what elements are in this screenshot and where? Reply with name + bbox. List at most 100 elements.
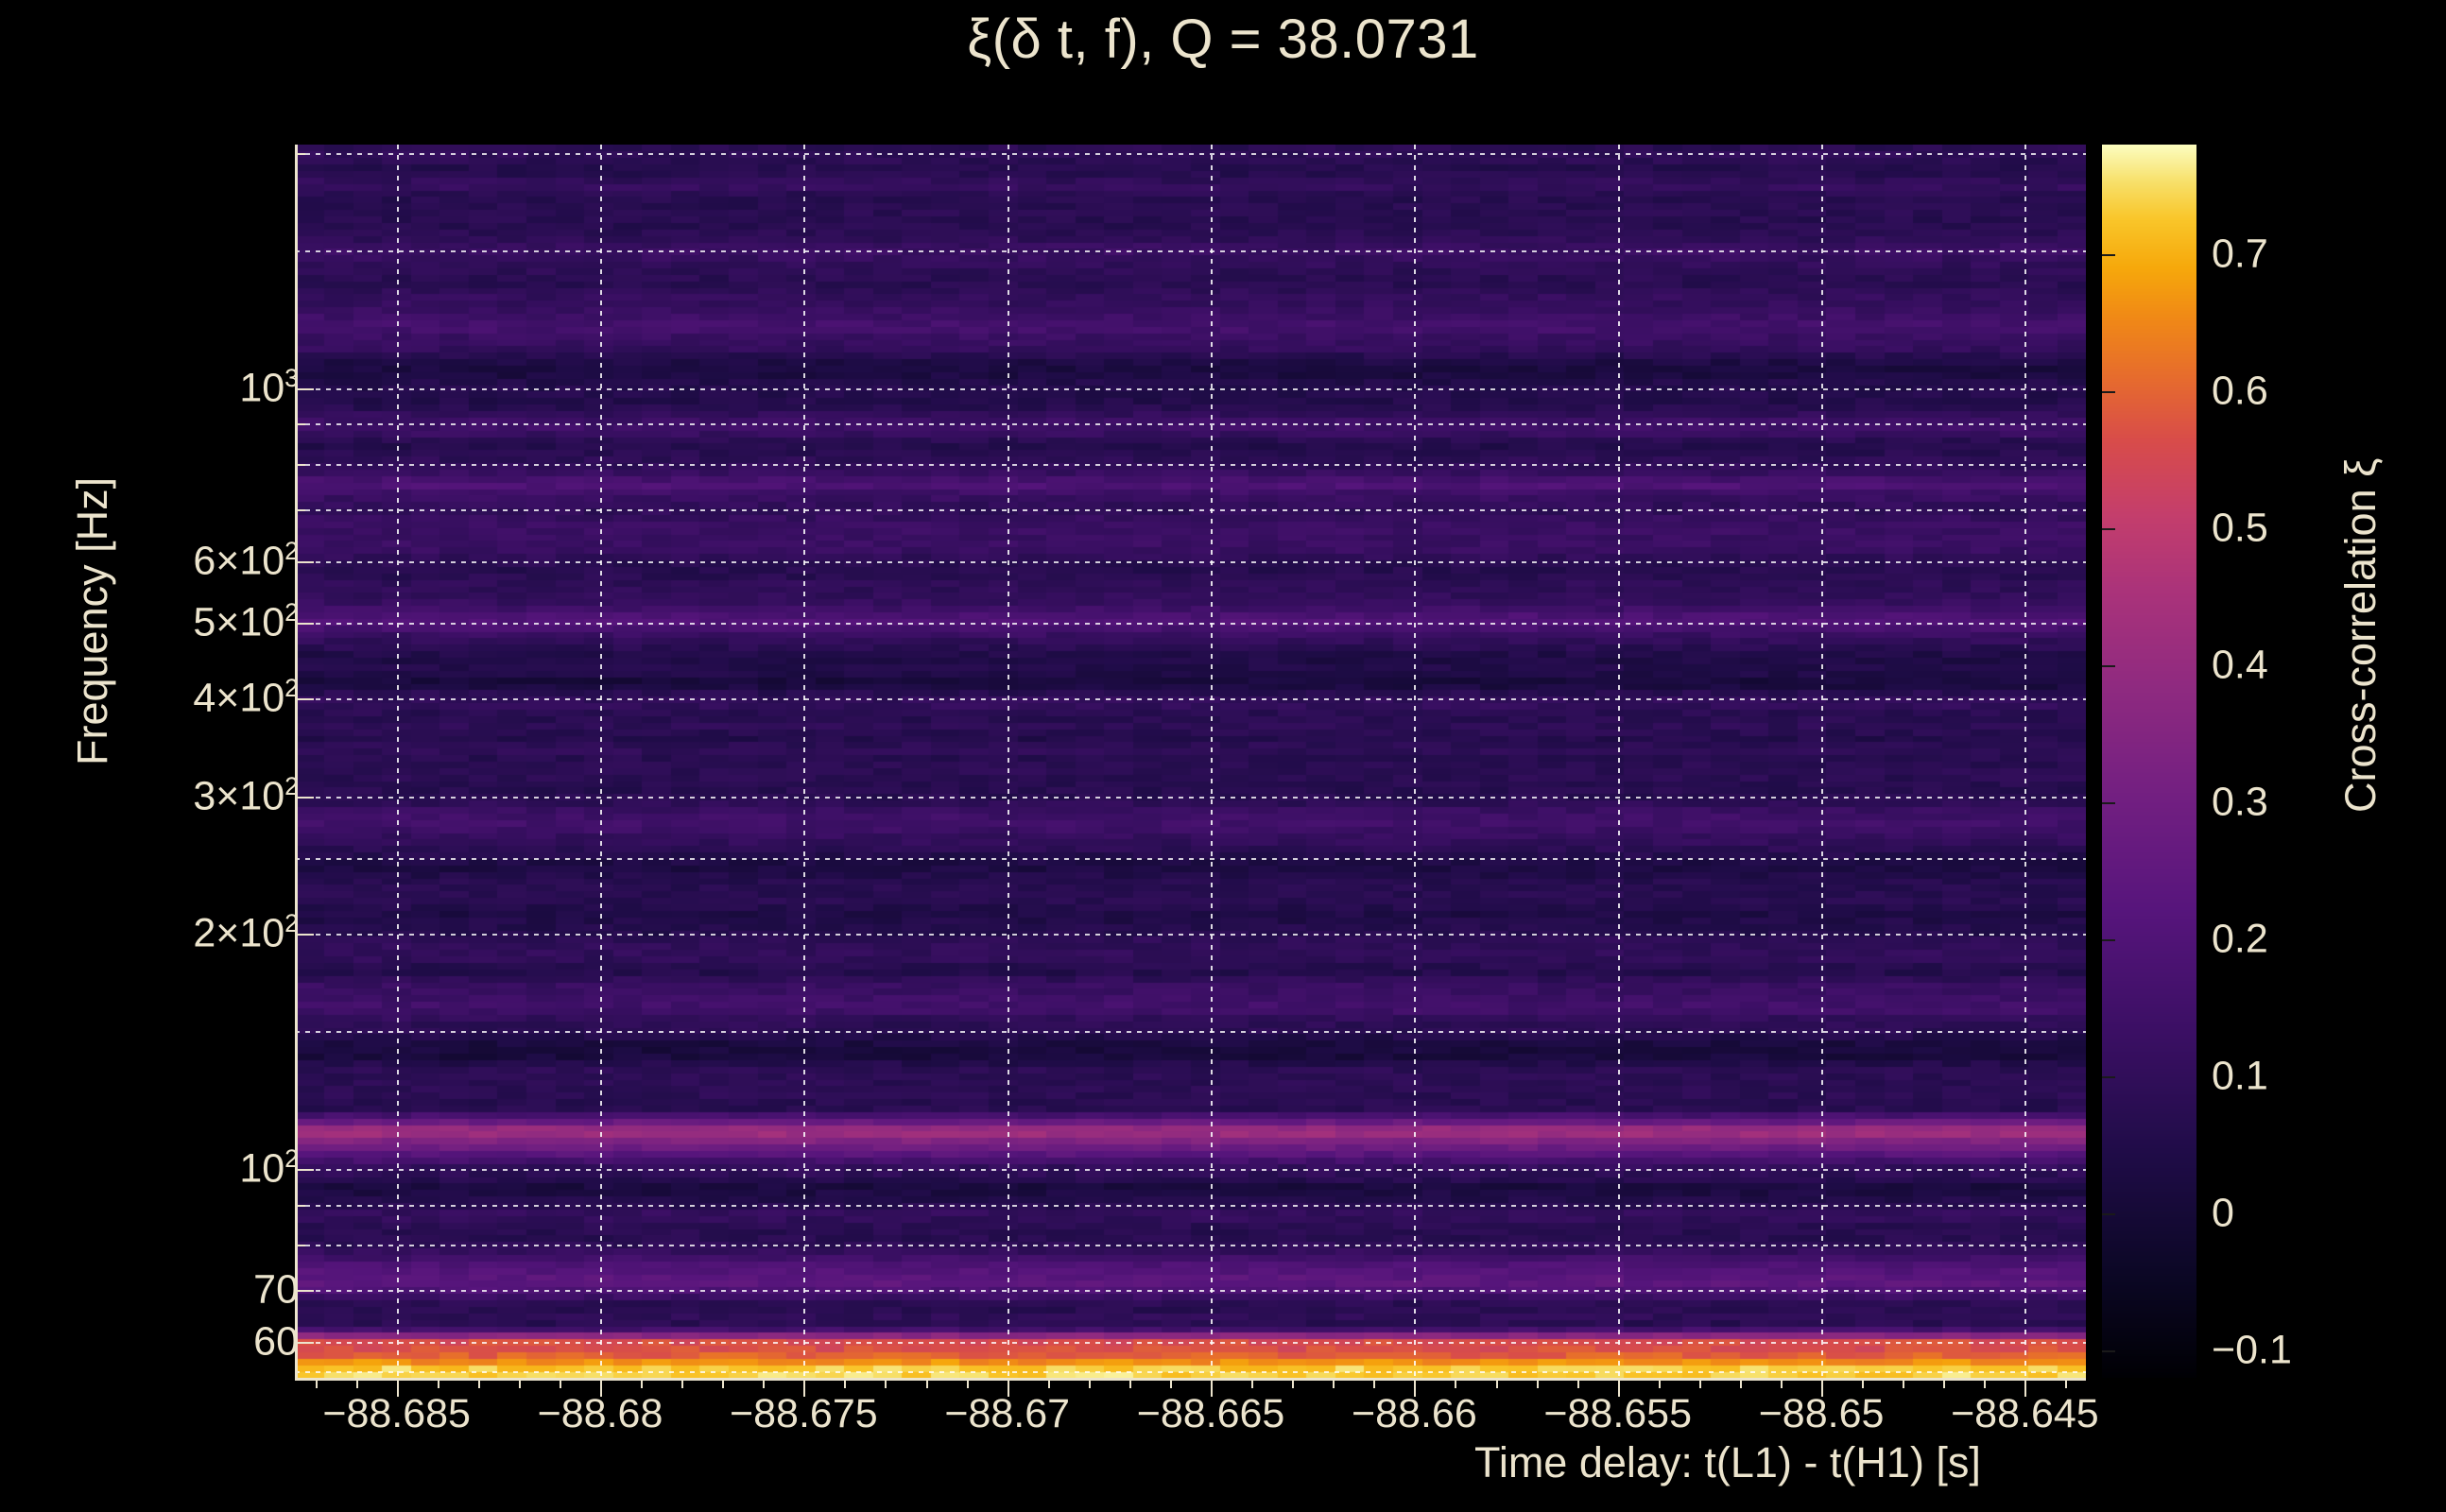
y-axis-minor-tick (295, 463, 305, 466)
x-axis-minor-tick (1780, 1378, 1783, 1388)
x-axis-minor-tick (885, 1378, 887, 1388)
x-axis-tick (1007, 1378, 1009, 1397)
x-axis-tick (1617, 1378, 1620, 1397)
colorbar-tick-label: −0.1 (2212, 1327, 2292, 1373)
x-axis-tick (1821, 1378, 1824, 1397)
y-axis-tick-label: 102 (239, 1144, 299, 1192)
x-axis-minor-tick (1698, 1378, 1701, 1388)
y-axis-minor-tick (295, 423, 305, 426)
y-axis-minor-tick (295, 1289, 305, 1292)
y-axis-minor-tick (295, 1244, 305, 1246)
colorbar-tick (2102, 1213, 2115, 1215)
x-axis-minor-tick (925, 1378, 928, 1388)
x-axis-minor-tick (1903, 1378, 1905, 1388)
x-axis-title: Time delay: t(L1) - t(H1) [s] (1474, 1438, 1981, 1486)
colorbar-tick (2102, 802, 2115, 804)
x-axis-tick (1414, 1378, 1417, 1397)
y-axis-tick-label: 6×102 (193, 537, 299, 584)
x-axis-minor-tick (559, 1378, 561, 1388)
x-axis-minor-tick (1658, 1378, 1661, 1388)
x-axis-tick-label: −88.675 (730, 1391, 878, 1436)
y-axis-minor-tick (295, 623, 305, 626)
y-axis-minor-tick (295, 1342, 305, 1345)
x-axis-minor-tick (966, 1378, 969, 1388)
x-axis-tick-label: −88.665 (1136, 1391, 1285, 1436)
y-axis-minor-tick (295, 560, 305, 563)
x-axis-minor-tick (763, 1378, 766, 1388)
colorbar-tick-label: 0.1 (2212, 1053, 2268, 1099)
heatmap-image (295, 145, 2086, 1378)
x-axis-minor-tick (1536, 1378, 1539, 1388)
colorbar-tick-label: 0.4 (2212, 642, 2268, 688)
x-axis-minor-tick (1373, 1378, 1376, 1388)
colorbar-tick-label: 0.5 (2212, 505, 2268, 551)
colorbar-gradient (2102, 145, 2196, 1378)
y-axis-tick-label: 2×102 (193, 909, 299, 956)
x-axis-minor-tick (1047, 1378, 1050, 1388)
colorbar-tick-label: 0.7 (2212, 231, 2268, 277)
x-axis-minor-tick (315, 1378, 318, 1388)
x-axis-minor-tick (1455, 1378, 1457, 1388)
colorbar-tick-label: 0.2 (2212, 916, 2268, 962)
x-axis-minor-tick (722, 1378, 725, 1388)
x-axis-tick-label: −88.685 (322, 1391, 471, 1436)
y-axis-tick-label: 5×102 (193, 598, 299, 645)
colorbar-tick (2102, 939, 2115, 941)
colorbar (2102, 145, 2196, 1378)
y-axis-title: Frequency [Hz] (68, 476, 116, 765)
x-axis-tick-label: −88.65 (1758, 1391, 1885, 1436)
x-axis-minor-tick (518, 1378, 521, 1388)
x-axis-tick (803, 1378, 806, 1397)
x-axis-tick (396, 1378, 399, 1397)
y-axis-minor-tick (295, 1168, 305, 1171)
x-axis-minor-tick (681, 1378, 684, 1388)
y-axis-tick-label: 4×102 (193, 674, 299, 721)
colorbar-tick-label: 0.6 (2212, 368, 2268, 414)
x-axis-minor-tick (1292, 1378, 1295, 1388)
y-axis-minor-tick (295, 698, 305, 701)
y-axis-minor-tick (295, 934, 305, 936)
x-axis-tick (600, 1378, 602, 1397)
y-axis-line (295, 145, 298, 1381)
x-axis-tick-label: −88.655 (1543, 1391, 1693, 1436)
x-axis-minor-tick (1088, 1378, 1091, 1388)
x-axis-minor-tick (1128, 1378, 1131, 1388)
x-axis-minor-tick (844, 1378, 847, 1388)
x-axis-tick-label: −88.68 (537, 1391, 663, 1436)
x-axis-line (295, 1378, 2086, 1381)
y-axis-tick-label: 60 (253, 1318, 299, 1365)
y-axis-minor-tick (295, 1204, 305, 1207)
x-axis-minor-tick (477, 1378, 480, 1388)
y-axis-minor-tick (295, 152, 305, 155)
x-axis-minor-tick (1943, 1378, 1946, 1388)
y-axis-minor-tick (295, 387, 305, 390)
colorbar-tick (2102, 391, 2115, 393)
x-axis-minor-tick (641, 1378, 644, 1388)
colorbar-tick-label: 0.3 (2212, 779, 2268, 825)
heatmap-plot-area (295, 145, 2086, 1378)
y-axis-minor-tick (295, 796, 305, 799)
colorbar-tick (2102, 1350, 2115, 1352)
x-axis-minor-tick (1333, 1378, 1335, 1388)
x-axis-tick-label: −88.645 (1951, 1391, 2099, 1436)
y-axis-tick-label: 3×102 (193, 771, 299, 819)
page-title: ξ(δ t, f), Q = 38.0731 (967, 9, 1479, 70)
x-axis-minor-tick (1495, 1378, 1498, 1388)
x-axis-tick (2024, 1378, 2027, 1397)
colorbar-tick-label: 0 (2212, 1190, 2234, 1236)
x-axis-minor-tick (1169, 1378, 1172, 1388)
y-axis-minor-tick (295, 508, 305, 511)
x-axis-minor-tick (437, 1378, 439, 1388)
y-axis-tick-label: 70 (253, 1266, 299, 1313)
x-axis-tick (1211, 1378, 1214, 1397)
colorbar-tick (2102, 528, 2115, 530)
y-axis-tick-label: 103 (239, 363, 299, 411)
colorbar-title: Cross-correlation ξ (2336, 457, 2385, 813)
x-axis-minor-tick (1862, 1378, 1865, 1388)
x-axis-minor-tick (1576, 1378, 1579, 1388)
x-axis-minor-tick (355, 1378, 358, 1388)
x-axis-minor-tick (2065, 1378, 2068, 1388)
x-axis-tick-label: −88.67 (944, 1391, 1071, 1436)
x-axis-tick-label: −88.66 (1352, 1391, 1477, 1436)
